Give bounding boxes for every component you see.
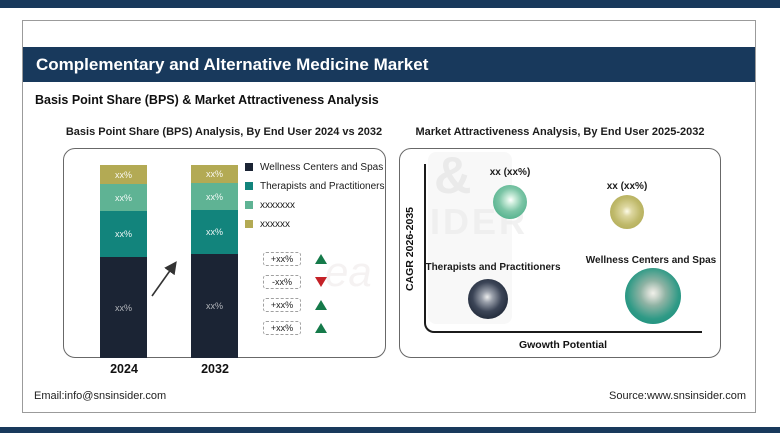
y-axis-label: CAGR 2026-2035 — [404, 206, 416, 292]
bar-segment-navy: xx% — [191, 254, 238, 358]
bubble-wellness — [625, 268, 681, 324]
badge-row: -xx% — [263, 275, 327, 289]
bps-chart-title: Basis Point Share (BPS) Analysis, By End… — [65, 126, 383, 138]
triangle-up-icon — [315, 300, 327, 310]
legend-swatch-navy — [245, 163, 253, 171]
bar-segment-teal: xx% — [191, 210, 238, 254]
bubble-olive — [610, 195, 644, 229]
segment-value: xx% — [205, 169, 223, 179]
legend-swatch-teal — [245, 182, 253, 190]
bps-change-badges: +xx% -xx% +xx% +xx% — [263, 252, 327, 344]
triangle-up-icon — [315, 254, 327, 264]
attractiveness-chart-title: Market Attractiveness Analysis, By End U… — [415, 126, 705, 138]
bubble-seafoam — [493, 185, 527, 219]
bubble-chart-axes — [424, 164, 702, 333]
stacked-bar-2032: xx% xx% xx% xx% — [191, 165, 238, 358]
bar-segment-navy: xx% — [100, 257, 147, 358]
change-badge: +xx% — [263, 298, 301, 312]
bar-segment-olive: xx% — [191, 165, 238, 183]
bubble-therapists — [468, 279, 508, 319]
legend-label: Therapists and Practitioners — [260, 181, 385, 192]
segment-value: xx% — [205, 227, 223, 237]
bps-legend: Wellness Centers and Spas Therapists and… — [245, 162, 385, 238]
legend-label: xxxxxx — [260, 219, 290, 230]
change-badge: -xx% — [263, 275, 301, 289]
top-accent-bar — [0, 0, 780, 8]
segment-value: xx% — [205, 301, 223, 311]
badge-row: +xx% — [263, 321, 327, 335]
change-badge: +xx% — [263, 321, 301, 335]
legend-swatch-seafoam — [245, 201, 253, 209]
watermark-ampersand: & — [434, 147, 472, 205]
legend-label: Wellness Centers and Spas — [260, 162, 384, 173]
legend-label: xxxxxxx — [260, 200, 295, 211]
footer-source: Source:www.snsinsider.com — [609, 390, 746, 402]
attractiveness-panel — [399, 148, 721, 358]
segment-value: xx% — [114, 229, 132, 239]
segment-value: xx% — [114, 302, 132, 313]
watermark-script: ea — [325, 248, 372, 295]
growth-arrow-icon — [151, 261, 177, 297]
badge-row: +xx% — [263, 298, 327, 312]
bubble-label-therapists: Therapists and Practitioners — [425, 262, 561, 273]
triangle-down-icon — [315, 277, 327, 287]
page-subtitle: Basis Point Share (BPS) & Market Attract… — [35, 93, 379, 107]
title-band: Complementary and Alternative Medicine M… — [23, 47, 755, 82]
badge-row: +xx% — [263, 252, 327, 266]
bar-segment-seafoam: xx% — [191, 183, 238, 210]
x-axis-label: Gwowth Potential — [518, 339, 608, 351]
x-tick-2032: 2032 — [201, 362, 229, 376]
legend-item-wellness: Wellness Centers and Spas — [245, 162, 385, 173]
stacked-bar-2024: xx% xx% xx% xx% — [100, 165, 147, 358]
bar-segment-teal: xx% — [100, 211, 147, 257]
bar-segment-seafoam: xx% — [100, 184, 147, 211]
footer-email: Email:info@snsinsider.com — [34, 390, 167, 402]
legend-item-therapists: Therapists and Practitioners — [245, 181, 385, 192]
legend-swatch-olive — [245, 220, 253, 228]
bar-segment-olive: xx% — [100, 165, 147, 184]
legend-item-masked-2: xxxxxx — [245, 219, 385, 230]
legend-item-masked-1: xxxxxxx — [245, 200, 385, 211]
change-badge: +xx% — [263, 252, 301, 266]
bubble-label-wellness: Wellness Centers and Spas — [585, 255, 717, 266]
bubble-label-olive: xx (xx%) — [606, 181, 648, 192]
x-tick-2024: 2024 — [110, 362, 138, 376]
segment-value: xx% — [205, 191, 223, 202]
page-title: Complementary and Alternative Medicine M… — [36, 55, 429, 74]
bubble-label-seafoam: xx (xx%) — [489, 167, 531, 178]
segment-value: xx% — [114, 192, 132, 203]
bottom-accent-bar — [0, 427, 780, 433]
segment-value: xx% — [114, 169, 132, 180]
triangle-up-icon — [315, 323, 327, 333]
